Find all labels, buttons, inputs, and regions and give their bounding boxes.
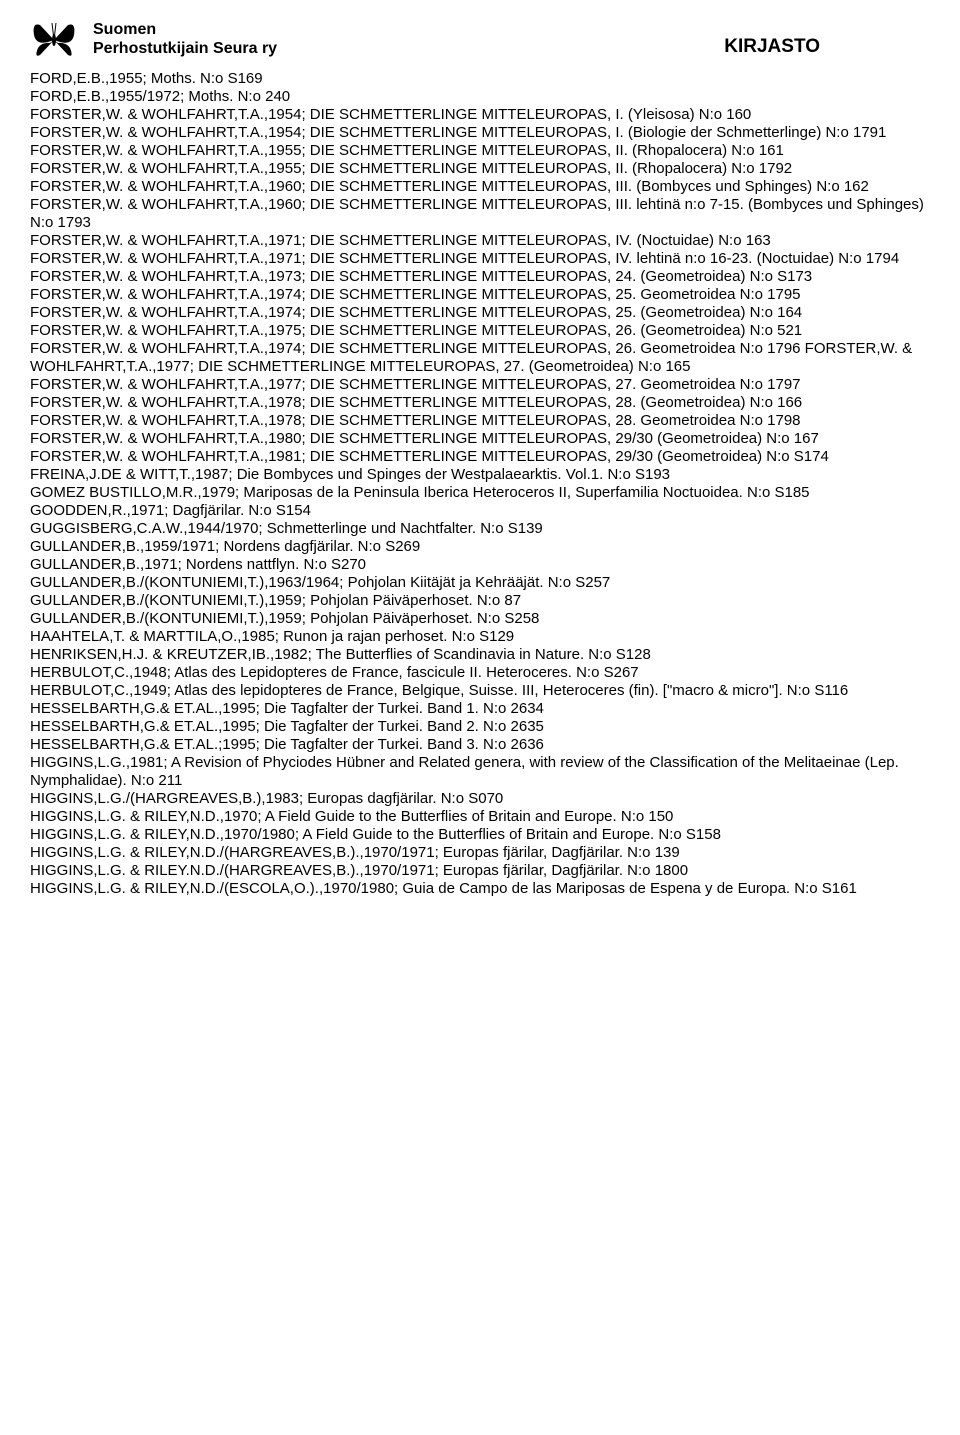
library-title: KIRJASTO (724, 36, 820, 59)
bibliography-entry: HESSELBARTH,G.& ET.AL.;1995; Die Tagfalt… (30, 736, 930, 754)
bibliography-entry: HESSELBARTH,G.& ET.AL.,1995; Die Tagfalt… (30, 700, 930, 718)
bibliography-entry: FORSTER,W. & WOHLFAHRT,T.A.,1974; DIE SC… (30, 286, 930, 304)
bibliography-entry: HERBULOT,C.,1949; Atlas des lepidopteres… (30, 682, 930, 700)
bibliography-entry: GULLANDER,B.,1959/1971; Nordens dagfjäri… (30, 538, 930, 556)
header-text-row: Suomen Perhostutkijain Seura ry KIRJASTO (93, 20, 930, 58)
bibliography-entry: HIGGINS,L.G. & RILEY.N.D./(HARGREAVES,B.… (30, 862, 930, 880)
bibliography-entry: GULLANDER,B./(KONTUNIEMI,T.),1959; Pohjo… (30, 610, 930, 628)
bibliography-entry: FORSTER,W. & WOHLFAHRT,T.A.,1973; DIE SC… (30, 268, 930, 286)
page-header: Suomen Perhostutkijain Seura ry KIRJASTO (30, 20, 930, 60)
bibliography-entry: FORSTER,W. & WOHLFAHRT,T.A.,1978; DIE SC… (30, 394, 930, 412)
bibliography-entry: FORSTER,W. & WOHLFAHRT,T.A.,1975; DIE SC… (30, 322, 930, 340)
org-line-1: Suomen (93, 20, 277, 39)
bibliography-entry: FORSTER,W. & WOHLFAHRT,T.A.,1977; DIE SC… (30, 376, 930, 394)
bibliography-entry: GOMEZ BUSTILLO,M.R.,1979; Mariposas de l… (30, 484, 930, 520)
bibliography-entry: HESSELBARTH,G.& ET.AL.,1995; Die Tagfalt… (30, 718, 930, 736)
bibliography-entry: HIGGINS,L.G. & RILEY,N.D./(ESCOLA,O.).,1… (30, 880, 930, 898)
bibliography-list: FORD,E.B.,1955; Moths. N:o S169FORD,E.B.… (30, 70, 930, 898)
bibliography-entry: HIGGINS,L.G.,1981; A Revision of Phyciod… (30, 754, 930, 790)
bibliography-entry: FORSTER,W. & WOHLFAHRT,T.A.,1960; DIE SC… (30, 178, 930, 196)
organization-name: Suomen Perhostutkijain Seura ry (93, 20, 277, 58)
bibliography-entry: HENRIKSEN,H.J. & KREUTZER,IB.,1982; The … (30, 646, 930, 664)
bibliography-entry: FORSTER,W. & WOHLFAHRT,T.A.,1981; DIE SC… (30, 448, 930, 466)
butterfly-logo-icon (30, 20, 78, 60)
bibliography-entry: GULLANDER,B.,1971; Nordens nattflyn. N:o… (30, 556, 930, 574)
bibliography-entry: FORSTER,W. & WOHLFAHRT,T.A.,1971; DIE SC… (30, 232, 930, 250)
bibliography-entry: FORD,E.B.,1955; Moths. N:o S169 (30, 70, 930, 88)
bibliography-entry: GUGGISBERG,C.A.W.,1944/1970; Schmetterli… (30, 520, 930, 538)
bibliography-entry: HERBULOT,C.,1948; Atlas des Lepidopteres… (30, 664, 930, 682)
bibliography-entry: HIGGINS,L.G. & RILEY,N.D.,1970/1980; A F… (30, 826, 930, 844)
bibliography-entry: FORSTER,W. & WOHLFAHRT,T.A.,1978; DIE SC… (30, 412, 930, 430)
bibliography-entry: HAAHTELA,T. & MARTTILA,O.,1985; Runon ja… (30, 628, 930, 646)
bibliography-entry: FORSTER,W. & WOHLFAHRT,T.A.,1974; DIE SC… (30, 340, 930, 376)
bibliography-entry: FORSTER,W. & WOHLFAHRT,T.A.,1955; DIE SC… (30, 160, 930, 178)
bibliography-entry: HIGGINS,L.G. & RILEY,N.D.,1970; A Field … (30, 808, 930, 826)
bibliography-entry: FORSTER,W. & WOHLFAHRT,T.A.,1980; DIE SC… (30, 430, 930, 448)
bibliography-entry: FREINA,J.DE & WITT,T.,1987; Die Bombyces… (30, 466, 930, 484)
bibliography-entry: HIGGINS,L.G./(HARGREAVES,B.),1983; Europ… (30, 790, 930, 808)
bibliography-entry: GULLANDER,B./(KONTUNIEMI,T.),1963/1964; … (30, 574, 930, 592)
org-line-2: Perhostutkijain Seura ry (93, 39, 277, 58)
bibliography-entry: FORSTER,W. & WOHLFAHRT,T.A.,1960; DIE SC… (30, 196, 930, 232)
bibliography-entry: GULLANDER,B./(KONTUNIEMI,T.),1959; Pohjo… (30, 592, 930, 610)
bibliography-entry: FORSTER,W. & WOHLFAHRT,T.A.,1954; DIE SC… (30, 124, 930, 160)
bibliography-entry: FORD,E.B.,1955/1972; Moths. N:o 240 (30, 88, 930, 106)
bibliography-entry: FORSTER,W. & WOHLFAHRT,T.A.,1971; DIE SC… (30, 250, 930, 268)
bibliography-entry: FORSTER,W. & WOHLFAHRT,T.A.,1974; DIE SC… (30, 304, 930, 322)
bibliography-entry: HIGGINS,L.G. & RILEY,N.D./(HARGREAVES,B.… (30, 844, 930, 862)
bibliography-entry: FORSTER,W. & WOHLFAHRT,T.A.,1954; DIE SC… (30, 106, 930, 124)
